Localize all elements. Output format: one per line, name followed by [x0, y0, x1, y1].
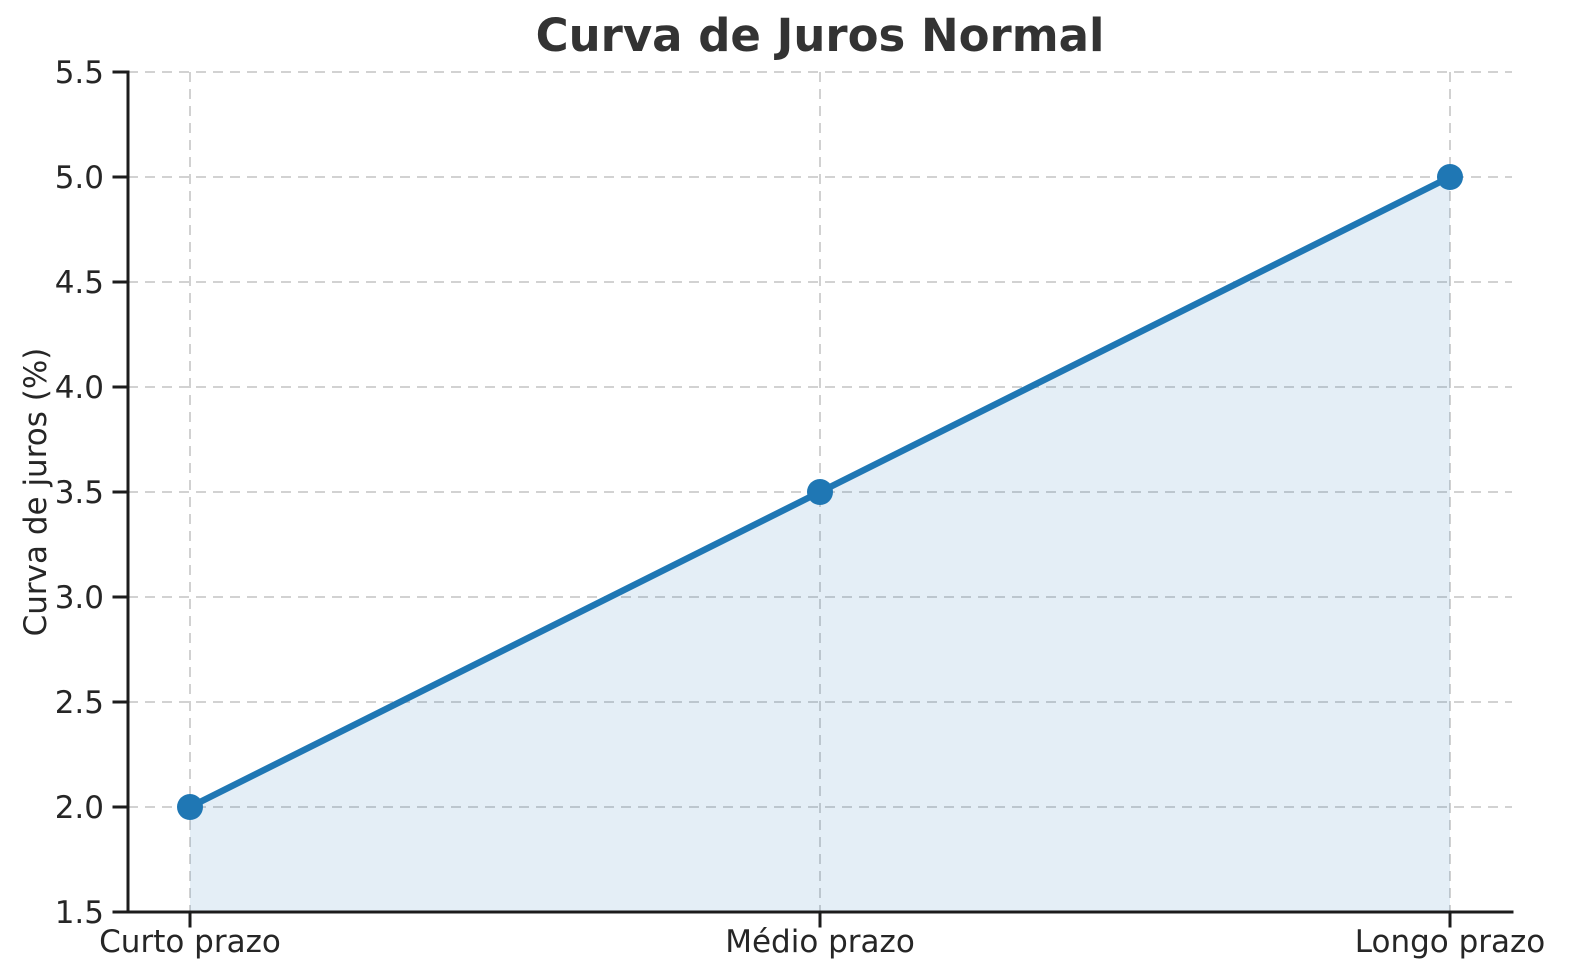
- data-point-marker: [1437, 164, 1463, 190]
- area-fill: [190, 177, 1450, 912]
- y-tick-label: 2.5: [55, 685, 104, 721]
- x-tick-label: Longo prazo: [1355, 924, 1546, 960]
- chart-title: Curva de Juros Normal: [535, 9, 1105, 62]
- y-tick-label: 4.5: [55, 265, 104, 301]
- x-tick-label: Curto prazo: [99, 924, 281, 960]
- y-tick-label: 3.5: [55, 475, 104, 511]
- y-tick-label: 5.0: [55, 160, 104, 196]
- data-point-marker: [177, 794, 203, 820]
- y-tick-label: 5.5: [55, 55, 104, 91]
- y-tick-label: 4.0: [55, 370, 104, 406]
- data-point-marker: [807, 479, 833, 505]
- y-tick-label: 3.0: [55, 580, 104, 616]
- x-tick-label: Médio prazo: [725, 924, 915, 960]
- y-tick-label: 2.0: [55, 790, 104, 826]
- y-tick-label: 1.5: [55, 895, 104, 931]
